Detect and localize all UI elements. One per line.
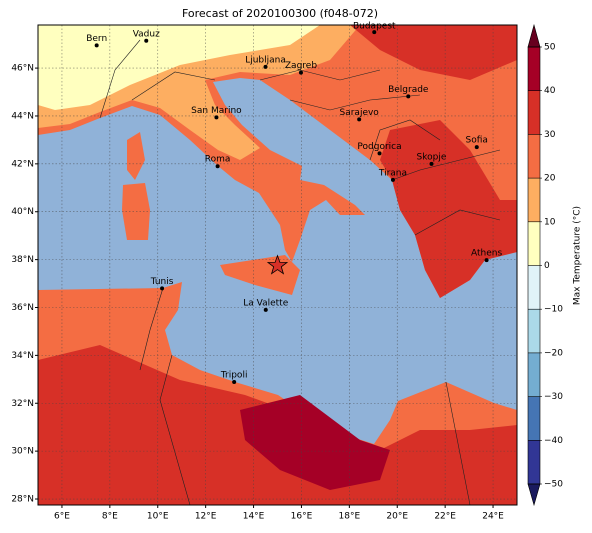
colorbar-bin xyxy=(528,90,540,135)
city-marker xyxy=(372,30,377,35)
y-tick-label: 44°N xyxy=(11,111,34,121)
x-tick-label: 8°E xyxy=(102,512,118,522)
hot-zone xyxy=(240,395,390,490)
city-label: Athens xyxy=(471,249,502,259)
colorbar-bin xyxy=(528,309,540,353)
city-marker xyxy=(429,161,434,166)
city-label: Belgrade xyxy=(388,85,429,95)
colorbar-tick-label: −30 xyxy=(544,392,563,402)
colorbar-bin xyxy=(528,352,540,397)
city-label: Ljubljana xyxy=(245,55,286,65)
city-marker xyxy=(377,151,382,156)
colorbar-bin xyxy=(528,134,540,179)
city-label: Sarajevo xyxy=(340,108,380,118)
y-tick-label: 28°N xyxy=(11,495,34,505)
x-tick-label: 10°E xyxy=(147,512,169,522)
y-tick-label: 40°N xyxy=(11,207,34,217)
x-tick-label: 12°E xyxy=(195,512,217,522)
x-tick-label: 18°E xyxy=(339,512,361,522)
city-label: Budapest xyxy=(353,22,396,32)
colorbar-extend-over xyxy=(527,23,541,48)
colorbar: −50 −40 −30 −20 −10 0 10 20 30 40 50 Max Temperatur… xyxy=(527,23,583,507)
y-tick-label: 34°N xyxy=(11,351,34,361)
x-tick-label: 6°E xyxy=(54,512,70,522)
city-label: Zagreb xyxy=(285,61,317,71)
y-tick-label: 42°N xyxy=(11,159,34,169)
city-marker xyxy=(357,117,362,122)
city-marker xyxy=(94,43,99,48)
cool-zone xyxy=(38,25,320,110)
colorbar-tick-label: −40 xyxy=(544,436,563,446)
colorbar-label: Max Temperature (°C) xyxy=(573,206,583,305)
colorbar-bin xyxy=(528,265,540,310)
city-marker xyxy=(263,64,268,69)
city-marker xyxy=(406,94,411,99)
city-marker xyxy=(215,164,220,169)
country-borders xyxy=(99,39,501,505)
grid: 6°E 8°E 10°E 12°E 14°E 16°E 18°E 20°E 22°E 24°E 28… xyxy=(11,25,517,522)
colorbar-bin xyxy=(528,178,540,222)
title: Forecast of 2020100300 (f048-072) xyxy=(182,7,378,20)
city-label: Podgorica xyxy=(357,142,401,152)
colorbar-tick-label: −10 xyxy=(544,305,563,315)
city-label: Roma xyxy=(205,155,231,165)
city-marker xyxy=(390,177,395,182)
colorbar-tick-label: 10 xyxy=(544,217,556,227)
city-label: Bern xyxy=(86,34,107,44)
colorbar-tick-label: −20 xyxy=(544,348,563,358)
city-label: Tripoli xyxy=(220,370,248,380)
colorbar-tick-label: 40 xyxy=(544,86,556,96)
x-tick-label: 22°E xyxy=(434,512,456,522)
city-label: La Valette xyxy=(243,298,288,308)
corsica xyxy=(127,132,145,180)
city-label: Sofia xyxy=(466,136,488,146)
y-tick-label: 38°N xyxy=(11,255,34,265)
colorbar-bin xyxy=(528,396,540,441)
colorbar-tick-label: 20 xyxy=(544,174,556,184)
city-label: Tirana xyxy=(378,168,407,178)
colorbar-tick-label: 50 xyxy=(544,43,556,53)
star-marker xyxy=(266,254,289,275)
x-tick-label: 16°E xyxy=(291,512,313,522)
city-marker xyxy=(263,307,268,312)
city-label: Tunis xyxy=(150,277,174,287)
colorbar-bin xyxy=(528,47,540,91)
colorbar-extend-under xyxy=(527,483,541,507)
city-marker xyxy=(144,38,149,43)
colorbar-bin xyxy=(528,440,540,484)
colorbar-tick-label: −50 xyxy=(544,480,563,490)
y-tick-label: 36°N xyxy=(11,303,34,313)
city-label: Skopje xyxy=(417,152,447,162)
x-tick-label: 14°E xyxy=(243,512,265,522)
red-zone xyxy=(380,120,517,298)
red-zone xyxy=(350,25,517,80)
colorbar-tick-label: 30 xyxy=(544,130,556,140)
city-marker xyxy=(232,379,237,384)
city-label: San Marino xyxy=(191,106,242,116)
x-tick-label: 20°E xyxy=(386,512,408,522)
city-marker xyxy=(214,115,219,120)
map-frame xyxy=(37,24,518,506)
y-tick-label: 46°N xyxy=(11,64,34,74)
city-marker xyxy=(298,70,303,75)
y-tick-label: 32°N xyxy=(11,399,34,409)
city-marker xyxy=(160,286,165,291)
y-tick-label: 30°N xyxy=(11,447,34,457)
colorbar-bin xyxy=(528,221,540,266)
city-label: Vaduz xyxy=(133,29,160,39)
city-marker xyxy=(474,145,479,150)
x-tick-label: 24°E xyxy=(482,512,504,522)
city-marker xyxy=(484,258,489,263)
colorbar-tick-label: 0 xyxy=(544,261,550,271)
